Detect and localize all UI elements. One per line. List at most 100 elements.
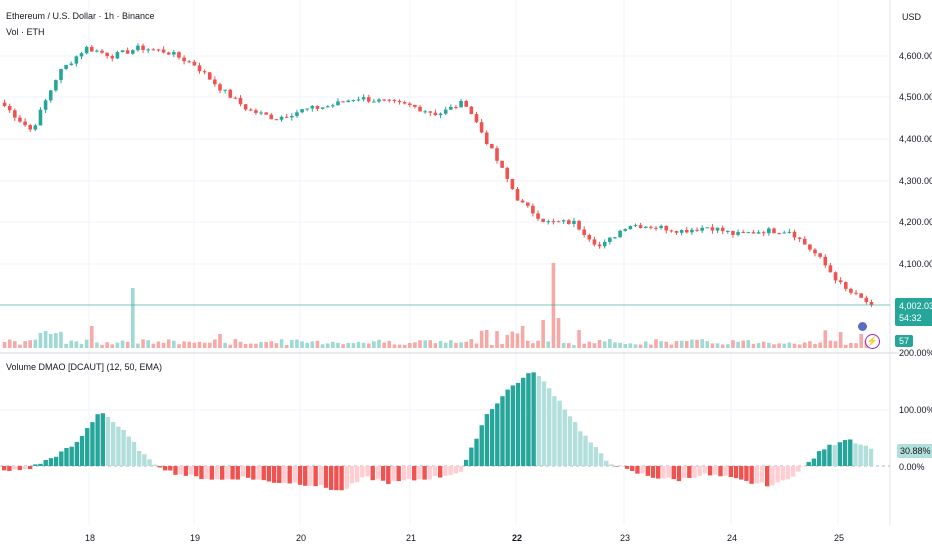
volume-bar: [110, 344, 115, 348]
volume-bar: [177, 344, 181, 348]
candle-body: [864, 297, 869, 303]
volume-bar: [33, 339, 38, 348]
histogram-bar: [188, 466, 194, 475]
histogram-bar: [593, 446, 599, 466]
histogram-bar: [474, 438, 479, 466]
histogram-bar: [630, 466, 635, 471]
candle-body: [833, 272, 838, 281]
histogram-bar: [676, 466, 682, 482]
volume-bar: [690, 339, 694, 348]
histogram-bar: [204, 466, 209, 479]
candle-body: [233, 97, 238, 99]
histogram-bar: [837, 442, 843, 466]
candle-body: [469, 106, 474, 115]
candle-body: [59, 68, 63, 81]
volume-bar: [772, 344, 776, 348]
volume-bar: [89, 326, 94, 348]
volume-bar: [597, 339, 602, 348]
volume-bar: [495, 331, 499, 348]
volume-bar: [628, 343, 633, 348]
volume-bar: [351, 343, 356, 348]
volume-bar: [141, 339, 145, 348]
histogram-bar: [515, 382, 521, 466]
volume-bar: [643, 341, 648, 348]
histogram-bar: [552, 396, 557, 466]
histogram-bar: [443, 466, 448, 476]
candle-body: [510, 178, 515, 190]
volume-bar: [54, 333, 58, 348]
volume-bar: [561, 342, 566, 348]
chart-title[interactable]: Ethereum / U.S. Dollar · 1h · Binance: [6, 11, 155, 21]
histogram-bar: [469, 447, 474, 466]
volume-legend[interactable]: Vol · ETH: [6, 27, 45, 37]
histogram-bar: [578, 431, 583, 466]
lightning-icon[interactable]: ⚡: [865, 334, 880, 349]
volume-bar: [13, 341, 17, 348]
candle-body: [756, 232, 761, 234]
volume-bar: [305, 342, 309, 348]
volume-bar: [382, 342, 386, 348]
volume-bar: [397, 344, 402, 348]
histogram-bar: [811, 458, 817, 466]
candle-body: [254, 110, 258, 113]
histogram-bar: [360, 466, 365, 478]
volume-bar: [28, 340, 33, 348]
histogram-bar: [308, 466, 313, 486]
volume-bar: [515, 333, 520, 348]
volume-bar: [602, 341, 607, 348]
volume-bar: [146, 340, 150, 348]
volume-bar: [413, 342, 417, 348]
histogram-bar: [168, 466, 173, 471]
time-label: 18: [85, 533, 96, 543]
histogram-bar: [334, 466, 339, 491]
histogram-bar: [759, 466, 765, 483]
histogram-bar: [557, 400, 562, 466]
volume-bar: [295, 339, 299, 348]
histogram-bar: [536, 376, 542, 466]
volume-bar: [531, 343, 535, 348]
candle-body: [84, 46, 89, 54]
volume-bar: [79, 343, 84, 348]
candle-body: [597, 244, 602, 247]
indicator-legend[interactable]: Volume DMAO [DCAUT] (12, 50, EMA): [6, 362, 163, 372]
candle-body: [105, 52, 109, 57]
candle-body: [731, 230, 735, 235]
candle-body: [792, 231, 797, 238]
volume-bar: [269, 341, 274, 348]
volume-bar: [74, 341, 79, 348]
volume-bar: [407, 343, 412, 348]
volume-bar: [64, 343, 68, 348]
candle-body: [751, 232, 756, 234]
candle-body: [259, 112, 263, 114]
histogram-bar: [251, 466, 256, 480]
histogram-bar: [22, 466, 28, 469]
candle-body: [567, 220, 571, 224]
histogram-bar: [572, 422, 578, 466]
histogram-bar: [162, 466, 168, 471]
volume-bar: [187, 341, 192, 348]
candle-body: [274, 119, 279, 121]
histogram-bar: [495, 403, 500, 466]
histogram-bar: [463, 459, 469, 466]
histogram-bar: [53, 456, 59, 466]
histogram-bar: [744, 466, 749, 481]
flag-icon[interactable]: [858, 322, 867, 331]
candle-body: [336, 101, 340, 106]
candle-body: [202, 71, 207, 73]
currency-label[interactable]: USD: [902, 12, 922, 22]
volume-bar: [300, 341, 304, 348]
volume-bar: [525, 340, 530, 348]
price-candles: [2, 43, 874, 308]
volume-bar: [859, 334, 863, 348]
histogram-bar: [230, 466, 235, 480]
candle-body: [741, 232, 745, 234]
histogram-bar: [666, 466, 671, 478]
histogram-bar: [344, 466, 349, 489]
volume-bar: [490, 344, 494, 348]
histogram-bar: [142, 454, 147, 466]
volume-bar: [402, 344, 407, 348]
histogram-bar: [287, 466, 292, 484]
candle-body: [536, 213, 540, 219]
histogram-bar: [266, 466, 272, 482]
